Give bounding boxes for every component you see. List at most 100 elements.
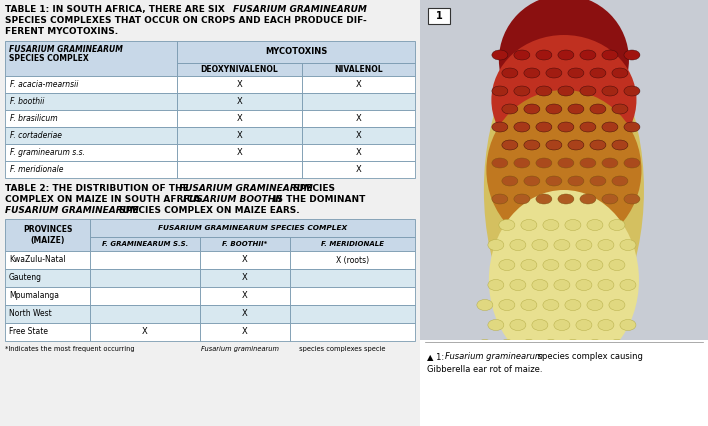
Ellipse shape — [565, 380, 581, 391]
Text: X: X — [242, 328, 248, 337]
Text: species complex causing: species complex causing — [535, 352, 643, 361]
Bar — [5, 144, 177, 161]
Ellipse shape — [492, 50, 508, 60]
Ellipse shape — [587, 380, 603, 391]
Ellipse shape — [602, 194, 618, 204]
Text: North West: North West — [9, 310, 52, 319]
Ellipse shape — [576, 279, 592, 291]
Ellipse shape — [620, 360, 636, 371]
Ellipse shape — [554, 279, 570, 291]
Bar — [302, 63, 415, 76]
Ellipse shape — [521, 259, 537, 271]
Ellipse shape — [554, 239, 570, 250]
Ellipse shape — [489, 190, 639, 370]
Text: X: X — [236, 131, 242, 140]
Ellipse shape — [543, 259, 559, 271]
Ellipse shape — [624, 50, 640, 60]
Bar — [177, 93, 302, 110]
Ellipse shape — [536, 194, 552, 204]
Ellipse shape — [488, 400, 504, 411]
Text: FUSARIUM GRAMINEARUM: FUSARIUM GRAMINEARUM — [5, 206, 139, 215]
Bar — [200, 237, 290, 251]
Ellipse shape — [602, 86, 618, 96]
Ellipse shape — [491, 35, 636, 165]
Bar — [90, 237, 200, 251]
Ellipse shape — [576, 239, 592, 250]
Text: Fusarium graminearum: Fusarium graminearum — [201, 346, 279, 352]
Ellipse shape — [590, 68, 606, 78]
Ellipse shape — [624, 158, 640, 168]
Ellipse shape — [536, 86, 552, 96]
Bar — [177, 41, 415, 63]
Ellipse shape — [554, 400, 570, 411]
Ellipse shape — [576, 320, 592, 331]
Ellipse shape — [521, 219, 537, 230]
Ellipse shape — [546, 140, 562, 150]
Text: FUSARIUM GRAMINEARUM SPECIES COMPLEX: FUSARIUM GRAMINEARUM SPECIES COMPLEX — [158, 225, 347, 231]
Bar — [200, 269, 290, 287]
Bar — [200, 305, 290, 323]
Ellipse shape — [590, 140, 606, 150]
Text: NIVALENOL: NIVALENOL — [334, 65, 383, 74]
Ellipse shape — [620, 400, 636, 411]
Bar — [90, 323, 200, 341]
Ellipse shape — [543, 219, 559, 230]
Ellipse shape — [598, 360, 614, 371]
Bar — [200, 323, 290, 341]
Ellipse shape — [536, 50, 552, 60]
Bar — [302, 144, 415, 161]
Bar — [90, 305, 200, 323]
Ellipse shape — [568, 104, 584, 114]
Text: F. graminearum s.s.: F. graminearum s.s. — [10, 148, 85, 157]
Text: FUSARIUM GRAMINEARUM: FUSARIUM GRAMINEARUM — [179, 184, 313, 193]
Ellipse shape — [502, 68, 518, 78]
Text: F. MERIDIONALE: F. MERIDIONALE — [321, 241, 384, 247]
Text: SPECIES: SPECIES — [290, 184, 335, 193]
Ellipse shape — [543, 380, 559, 391]
Bar — [5, 110, 177, 127]
Bar — [177, 144, 302, 161]
Text: X: X — [142, 328, 148, 337]
Bar — [290, 287, 415, 305]
Ellipse shape — [568, 140, 584, 150]
Text: Free State: Free State — [9, 328, 48, 337]
Ellipse shape — [565, 219, 581, 230]
Ellipse shape — [624, 86, 640, 96]
Ellipse shape — [620, 320, 636, 331]
Ellipse shape — [510, 239, 526, 250]
Ellipse shape — [488, 279, 504, 291]
Ellipse shape — [499, 219, 515, 230]
Ellipse shape — [510, 279, 526, 291]
Ellipse shape — [554, 360, 570, 371]
Ellipse shape — [536, 158, 552, 168]
Ellipse shape — [609, 299, 625, 311]
Text: DEOXYNIVALENOL: DEOXYNIVALENOL — [200, 65, 278, 74]
Bar — [177, 161, 302, 178]
Ellipse shape — [524, 176, 540, 186]
Text: X: X — [355, 131, 361, 140]
Ellipse shape — [620, 239, 636, 250]
Ellipse shape — [612, 176, 628, 186]
Text: X: X — [242, 256, 248, 265]
Ellipse shape — [612, 68, 628, 78]
Ellipse shape — [532, 360, 548, 371]
Text: TABLE 1: IN SOUTH AFRICA, THERE ARE SIX: TABLE 1: IN SOUTH AFRICA, THERE ARE SIX — [5, 5, 228, 14]
Text: SPECIES COMPLEXES THAT OCCUR ON CROPS AND EACH PRODUCE DIF-: SPECIES COMPLEXES THAT OCCUR ON CROPS AN… — [5, 16, 367, 25]
Ellipse shape — [587, 299, 603, 311]
Bar — [177, 110, 302, 127]
Ellipse shape — [514, 122, 530, 132]
Ellipse shape — [521, 380, 537, 391]
Bar — [420, 340, 708, 426]
Text: species complexes specie: species complexes specie — [297, 346, 385, 352]
Text: X: X — [242, 291, 248, 300]
Ellipse shape — [609, 259, 625, 271]
Ellipse shape — [488, 360, 504, 371]
Text: F. acacia-mearnsii: F. acacia-mearnsii — [10, 80, 79, 89]
Ellipse shape — [524, 68, 540, 78]
Ellipse shape — [499, 380, 515, 391]
Ellipse shape — [521, 299, 537, 311]
Ellipse shape — [492, 86, 508, 96]
Text: F. GRAMINEARUM S.S.: F. GRAMINEARUM S.S. — [102, 241, 188, 247]
Ellipse shape — [499, 0, 629, 125]
Text: X: X — [355, 114, 361, 123]
